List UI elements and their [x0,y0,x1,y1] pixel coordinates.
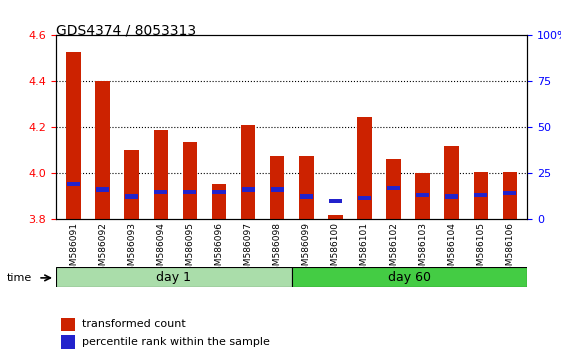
Bar [444,146,459,219]
Text: GSM586095: GSM586095 [185,222,195,277]
Text: day 1: day 1 [157,270,191,284]
Bar [300,194,313,199]
Text: GSM586106: GSM586106 [505,222,514,277]
Bar [125,150,139,219]
Bar [56,267,292,287]
Text: GSM586101: GSM586101 [360,222,369,277]
Text: GSM586100: GSM586100 [331,222,340,277]
Bar [95,81,110,219]
Bar [445,194,458,199]
Text: time: time [7,273,32,283]
Text: GSM586104: GSM586104 [447,222,456,277]
Text: percentile rank within the sample: percentile rank within the sample [82,337,270,347]
Bar [154,130,168,219]
Bar [503,191,517,195]
Text: GSM586092: GSM586092 [98,222,107,277]
Text: GSM586093: GSM586093 [127,222,136,277]
Bar [415,173,430,219]
Bar [328,215,343,219]
Bar [242,188,255,192]
Text: GSM586098: GSM586098 [273,222,282,277]
Bar [213,190,226,194]
Bar [241,125,255,219]
Bar [329,199,342,203]
Text: GSM586105: GSM586105 [476,222,485,277]
Bar [270,188,284,192]
Bar [61,318,75,331]
Text: transformed count: transformed count [82,319,186,329]
Bar [387,159,401,219]
Bar [154,190,167,194]
Bar [474,193,488,198]
Bar [299,156,314,219]
Bar [270,156,284,219]
Bar [211,184,226,219]
Bar [357,117,372,219]
Bar [96,188,109,192]
Text: GDS4374 / 8053313: GDS4374 / 8053313 [56,23,196,37]
Bar [473,172,488,219]
Bar [67,182,80,186]
Bar [292,267,527,287]
Bar [61,335,75,349]
Text: GSM586094: GSM586094 [157,222,165,277]
Bar [503,172,517,219]
Bar [66,51,81,219]
Bar [183,190,196,194]
Bar [387,186,400,190]
Bar [125,194,138,199]
Text: GSM586103: GSM586103 [418,222,427,277]
Bar [358,195,371,200]
Text: GSM586099: GSM586099 [302,222,311,277]
Bar [183,142,197,219]
Text: day 60: day 60 [388,270,431,284]
Bar [416,193,429,198]
Text: GSM586097: GSM586097 [243,222,252,277]
Text: GSM586102: GSM586102 [389,222,398,277]
Text: GSM586096: GSM586096 [214,222,223,277]
Text: GSM586091: GSM586091 [69,222,78,277]
